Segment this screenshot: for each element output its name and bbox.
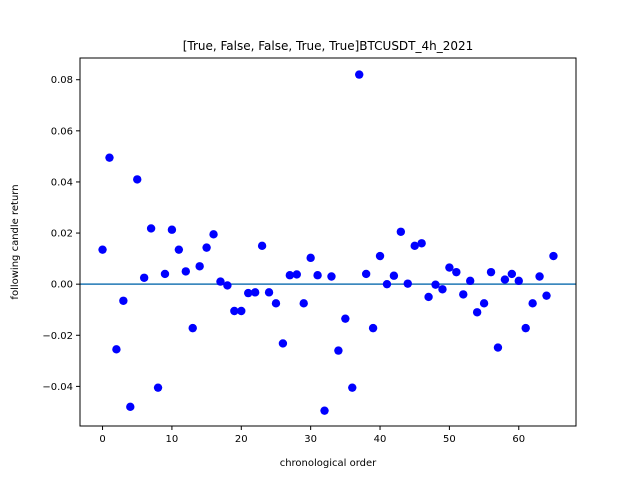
data-point: [181, 267, 190, 276]
data-point: [299, 299, 308, 308]
data-point: [237, 306, 246, 316]
data-point: [188, 323, 197, 333]
data-point: [445, 263, 454, 272]
data-point: [257, 241, 267, 251]
data-point: [292, 270, 301, 279]
data-point: [542, 291, 551, 300]
data-point: [250, 288, 260, 297]
data-point: [389, 271, 399, 280]
x-tick-label: 60: [512, 434, 525, 445]
data-point: [417, 239, 426, 248]
data-point: [244, 288, 253, 298]
data-point: [472, 308, 482, 317]
data-point: [375, 251, 385, 261]
data-point: [459, 290, 468, 299]
y-tick-label: 0.04: [51, 177, 73, 188]
data-point: [549, 251, 558, 261]
data-point: [278, 339, 288, 348]
data-point: [105, 153, 114, 162]
data-point: [126, 402, 135, 412]
x-tick-label: 40: [374, 434, 387, 445]
x-axis-label: chronological order: [280, 458, 377, 469]
data-point: [500, 275, 510, 284]
chart-title: [True, False, False, True, True]BTCUSDT_…: [183, 39, 474, 53]
data-point: [424, 292, 433, 302]
plot-area: [80, 70, 576, 415]
data-point: [355, 70, 364, 79]
data-point: [466, 276, 475, 286]
data-point: [112, 345, 121, 354]
data-point: [438, 285, 447, 294]
data-point: [98, 245, 107, 254]
data-point: [368, 323, 378, 333]
data-point: [216, 277, 225, 286]
data-point: [514, 276, 523, 286]
data-point: [264, 288, 274, 297]
data-point: [507, 269, 517, 279]
data-point: [341, 314, 350, 323]
data-point: [382, 279, 392, 289]
x-tick-label: 30: [304, 434, 317, 445]
data-point: [334, 346, 343, 355]
data-point: [209, 230, 218, 239]
data-point: [521, 323, 530, 333]
x-tick-label: 50: [443, 434, 456, 445]
data-point: [313, 271, 322, 280]
data-point: [167, 225, 177, 234]
data-point: [139, 273, 149, 282]
data-point: [479, 299, 489, 308]
data-point: [493, 343, 503, 352]
data-point: [223, 281, 232, 290]
data-point: [361, 269, 371, 279]
data-point: [452, 267, 461, 277]
data-point: [431, 280, 440, 289]
plot-frame: [79, 57, 577, 427]
y-tick-label: 0.02: [51, 229, 73, 240]
data-point: [535, 272, 544, 281]
x-tick-label: 20: [235, 434, 248, 445]
y-tick-label: −0.04: [42, 382, 73, 393]
data-point: [195, 262, 204, 271]
data-point: [202, 243, 211, 252]
data-point: [133, 175, 142, 184]
data-point: [320, 406, 329, 415]
data-point: [348, 383, 357, 392]
x-tick-label: 10: [166, 434, 179, 445]
y-tick-label: 0.06: [51, 126, 73, 137]
y-axis-ticks: −0.04 −0.02 0.00 0.02 0.04 0.06 0.08: [42, 75, 80, 393]
data-point: [174, 245, 184, 254]
y-tick-label: −0.02: [42, 331, 73, 342]
data-point: [230, 306, 239, 316]
data-point: [486, 267, 496, 277]
data-point: [285, 271, 295, 280]
data-point: [410, 241, 419, 251]
y-tick-label: 0.00: [51, 280, 73, 291]
y-axis-label: following candle return: [10, 184, 21, 299]
data-point: [327, 272, 336, 281]
data-point: [153, 383, 163, 392]
data-point: [403, 279, 412, 288]
data-point: [271, 299, 281, 308]
data-point: [528, 299, 537, 308]
data-point: [146, 224, 156, 233]
x-tick-label: 0: [99, 434, 105, 445]
x-axis-ticks: 0 10 20 30 40 50 60: [99, 426, 525, 445]
data-point: [160, 269, 170, 279]
data-point: [306, 253, 315, 263]
y-tick-label: 0.08: [51, 75, 73, 86]
data-point: [119, 296, 128, 305]
data-point: [396, 227, 406, 236]
